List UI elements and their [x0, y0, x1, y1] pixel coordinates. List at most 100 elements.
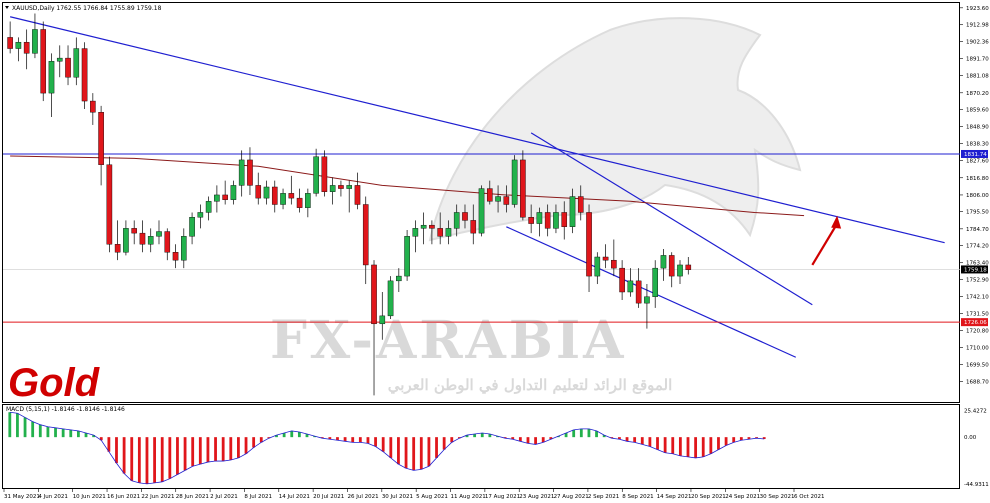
candle-body — [354, 185, 361, 205]
macd-bar — [153, 437, 156, 483]
macd-bar — [374, 437, 377, 447]
candle-body — [305, 193, 311, 208]
macd-bar — [61, 428, 65, 438]
date-tick-label: 20 Jul 2021 — [313, 494, 344, 500]
macd-bar — [145, 437, 149, 484]
macd-bar — [610, 437, 614, 439]
date-tick-label: 24 Sep 2021 — [725, 494, 760, 500]
candle-body — [528, 217, 534, 224]
candle-body — [23, 41, 30, 54]
candle-body — [412, 228, 419, 237]
candle-body — [40, 29, 47, 94]
macd-bar — [237, 437, 240, 458]
candle-body — [346, 185, 353, 189]
gold-label: Gold — [8, 361, 101, 405]
price-tick-label: 1816.80 — [966, 176, 989, 182]
candle-body — [660, 255, 667, 269]
moving-average — [10, 155, 805, 217]
candle-body — [586, 212, 592, 277]
macd-bar — [84, 433, 88, 438]
macd-bar — [717, 437, 720, 450]
candle-body — [536, 212, 543, 224]
date-tick-label: 8 Sep 2021 — [622, 494, 653, 500]
candle-body — [453, 212, 460, 229]
resistance-price-label-bg — [961, 149, 988, 158]
candle-body — [495, 196, 501, 202]
candle-body — [255, 185, 262, 199]
candle-body — [222, 194, 228, 200]
candle-body — [569, 196, 576, 227]
macd-bar — [244, 437, 248, 454]
candle-body — [338, 185, 344, 189]
macd-bar — [640, 437, 644, 445]
support-price-label: 1726.06 — [964, 320, 987, 326]
macd-bar — [709, 437, 713, 454]
candle-body — [106, 164, 113, 245]
candle-body — [396, 275, 402, 282]
price-tick-label: 1699.50 — [966, 362, 989, 368]
annotation-lines — [3, 16, 960, 358]
projection-arrow-head — [831, 215, 842, 229]
macd-bar — [305, 434, 309, 438]
candle-body — [644, 296, 650, 304]
price-tick-label: 1774.20 — [966, 244, 989, 250]
macd-bar — [176, 437, 179, 475]
macd-bar — [130, 437, 134, 481]
resistance-price-label: 1831.74 — [964, 152, 987, 158]
macd-bar — [625, 437, 629, 442]
macd-bar — [701, 437, 705, 457]
macd-bar — [8, 412, 12, 438]
candle-body — [114, 244, 121, 253]
candle-body — [98, 112, 104, 165]
price-tick-label: 1752.90 — [966, 277, 989, 283]
candle-body — [561, 212, 568, 227]
macd-bar — [503, 437, 507, 439]
macd-bar — [595, 430, 598, 438]
macd-bar — [457, 437, 461, 439]
macd-bar — [724, 437, 728, 446]
chart-title: XAUUSD,Daily 1762.55 1766.84 1755.89 175… — [12, 5, 162, 12]
macd-bar — [419, 437, 423, 470]
macd-bar — [480, 433, 484, 438]
macd-bar — [38, 424, 42, 438]
macd-bar — [46, 426, 50, 438]
macd-bar — [579, 428, 583, 438]
symbol-dropdown-icon[interactable] — [5, 6, 9, 9]
date-tick-label: 30 Jul 2021 — [382, 494, 413, 500]
macd-bar — [328, 437, 332, 440]
price-tick-label: 1688.70 — [966, 380, 989, 386]
macd-bar — [54, 427, 57, 438]
date-tick-label: 28 Jun 2021 — [176, 494, 209, 500]
candle-body — [387, 280, 394, 317]
candle-body — [197, 212, 204, 218]
projection-arrow — [811, 223, 839, 266]
date-tick-label: 22 Jun 2021 — [141, 494, 174, 500]
macd-bar — [137, 437, 141, 483]
price-tick-label: 1838.30 — [966, 142, 989, 148]
candle-body — [73, 48, 80, 78]
descending-trendline — [9, 16, 945, 244]
candle-body — [379, 315, 386, 325]
current-price-label-bg — [961, 265, 988, 274]
macd-bar — [671, 437, 675, 454]
macd-bar — [541, 437, 545, 443]
macd-bar — [92, 435, 96, 438]
macd-bar — [686, 437, 690, 457]
macd-bar — [160, 437, 164, 482]
candle-body — [280, 193, 286, 205]
macd-bar — [755, 437, 758, 439]
candle-body — [7, 37, 13, 49]
candle-body — [205, 201, 212, 213]
date-tick-label: 4 Jun 2021 — [38, 494, 68, 500]
macd-panel-frame — [2, 404, 960, 489]
macd-tick-label: 0.00 — [964, 435, 977, 441]
macd-bar — [168, 437, 172, 479]
macd-signal-line — [9, 411, 765, 485]
date-tick-label: 2 Jul 2021 — [210, 494, 238, 500]
date-tick-label: 20 Sep 2021 — [691, 494, 726, 500]
macd-bar — [465, 435, 469, 438]
macd-bar — [663, 437, 667, 453]
